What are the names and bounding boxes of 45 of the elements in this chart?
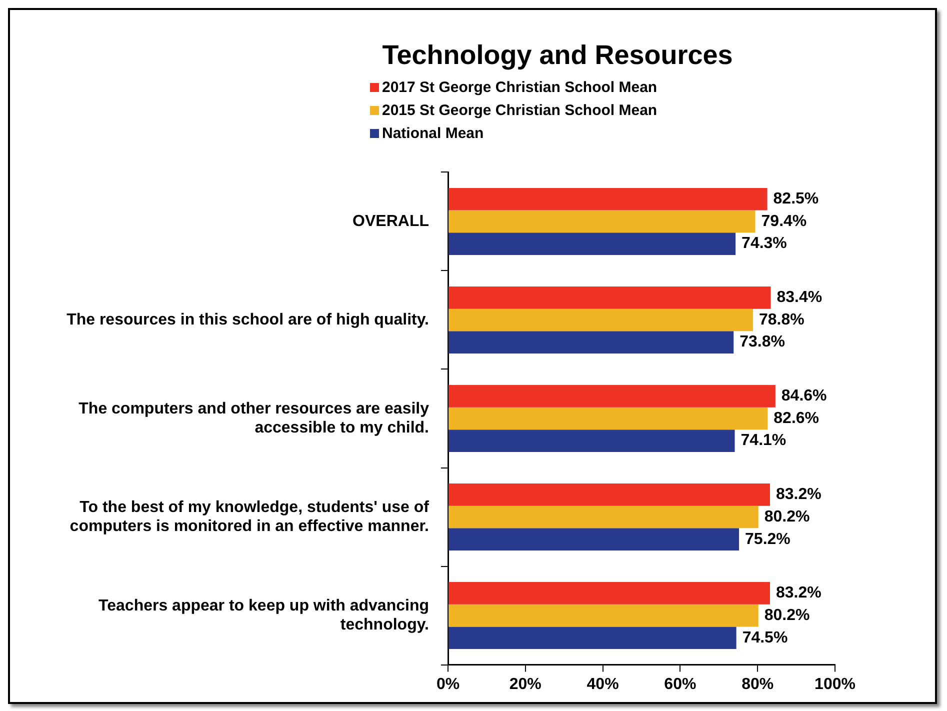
- x-tick-label: 80%: [742, 676, 774, 693]
- bar: [448, 626, 736, 650]
- data-label: 74.1%: [740, 432, 786, 450]
- x-tick-label: 100%: [814, 676, 856, 693]
- x-tick-label: 20%: [509, 676, 542, 693]
- data-label: 83.4%: [776, 289, 822, 306]
- bar: [448, 506, 758, 528]
- data-label: 83.2%: [776, 486, 822, 504]
- bar: [448, 385, 776, 408]
- data-label: 82.5%: [773, 190, 819, 208]
- data-label: 83.2%: [776, 584, 822, 602]
- legend-label: National Mean: [382, 125, 484, 142]
- y-tick-label: Teachers appear to keep up with advancing technology.: [98, 597, 429, 634]
- bar: [448, 188, 768, 210]
- data-label: 82.6%: [774, 410, 820, 427]
- bar: [448, 331, 734, 354]
- bar: [448, 528, 740, 551]
- y-tick-label: OVERALL: [352, 212, 430, 230]
- data-label: 84.6%: [781, 388, 827, 405]
- bar: [448, 407, 768, 430]
- data-label: 74.3%: [742, 235, 787, 252]
- legend-label: 2015 St George Christian School Mean: [382, 102, 658, 119]
- bar: [448, 484, 770, 506]
- data-label: 74.5%: [742, 629, 788, 646]
- data-label: 80.2%: [764, 606, 810, 624]
- x-tick-label: 60%: [664, 676, 696, 693]
- bar: [448, 430, 735, 452]
- data-label: 78.8%: [758, 311, 804, 328]
- y-tick-label: The resources in this school are of high quality.: [66, 311, 429, 328]
- data-label: 75.2%: [745, 530, 790, 548]
- bar: [448, 582, 770, 604]
- data-label: 80.2%: [764, 508, 810, 526]
- y-tick-label: The computers and other resources are easily accessible to my child.: [78, 400, 430, 437]
- data-label: 73.8%: [740, 334, 785, 351]
- data-label: 79.4%: [761, 212, 807, 230]
- chart-title: Technology and Resources: [381, 40, 734, 71]
- bar: [448, 308, 753, 332]
- bar: [448, 286, 771, 309]
- bar: [448, 210, 756, 233]
- bar: [448, 604, 758, 627]
- y-tick-label: To the best of my knowledge, students' use of computers is monitored in an effective manner.: [70, 498, 430, 536]
- bar: [448, 232, 736, 255]
- x-tick-label: 40%: [586, 676, 619, 693]
- x-tick-label: 0%: [436, 676, 460, 693]
- legend-label: 2017 St George Christian School Mean: [382, 79, 658, 96]
